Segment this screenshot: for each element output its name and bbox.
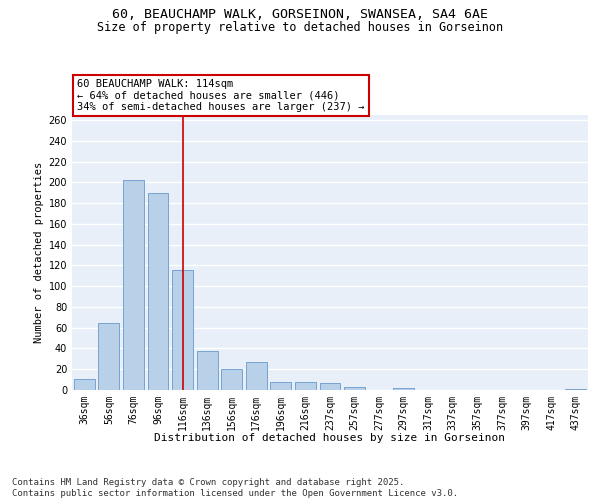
Text: Size of property relative to detached houses in Gorseinon: Size of property relative to detached ho… [97, 21, 503, 34]
Bar [148, 193, 169, 390]
Bar [221, 369, 242, 390]
Text: Contains HM Land Registry data © Crown copyright and database right 2025.
Contai: Contains HM Land Registry data © Crown c… [12, 478, 458, 498]
Bar [393, 388, 414, 390]
Bar [320, 382, 340, 390]
Y-axis label: Number of detached properties: Number of detached properties [34, 162, 44, 343]
Text: 60 BEAUCHAMP WALK: 114sqm
← 64% of detached houses are smaller (446)
34% of semi: 60 BEAUCHAMP WALK: 114sqm ← 64% of detac… [77, 79, 365, 112]
Bar [98, 322, 119, 390]
Bar [295, 382, 316, 390]
Bar [344, 387, 365, 390]
Bar [172, 270, 193, 390]
Text: 60, BEAUCHAMP WALK, GORSEINON, SWANSEA, SA4 6AE: 60, BEAUCHAMP WALK, GORSEINON, SWANSEA, … [112, 8, 488, 20]
Bar [271, 382, 292, 390]
Bar [74, 378, 95, 390]
Bar [246, 362, 267, 390]
Bar [565, 389, 586, 390]
Bar [197, 350, 218, 390]
Bar [123, 180, 144, 390]
X-axis label: Distribution of detached houses by size in Gorseinon: Distribution of detached houses by size … [155, 433, 505, 443]
